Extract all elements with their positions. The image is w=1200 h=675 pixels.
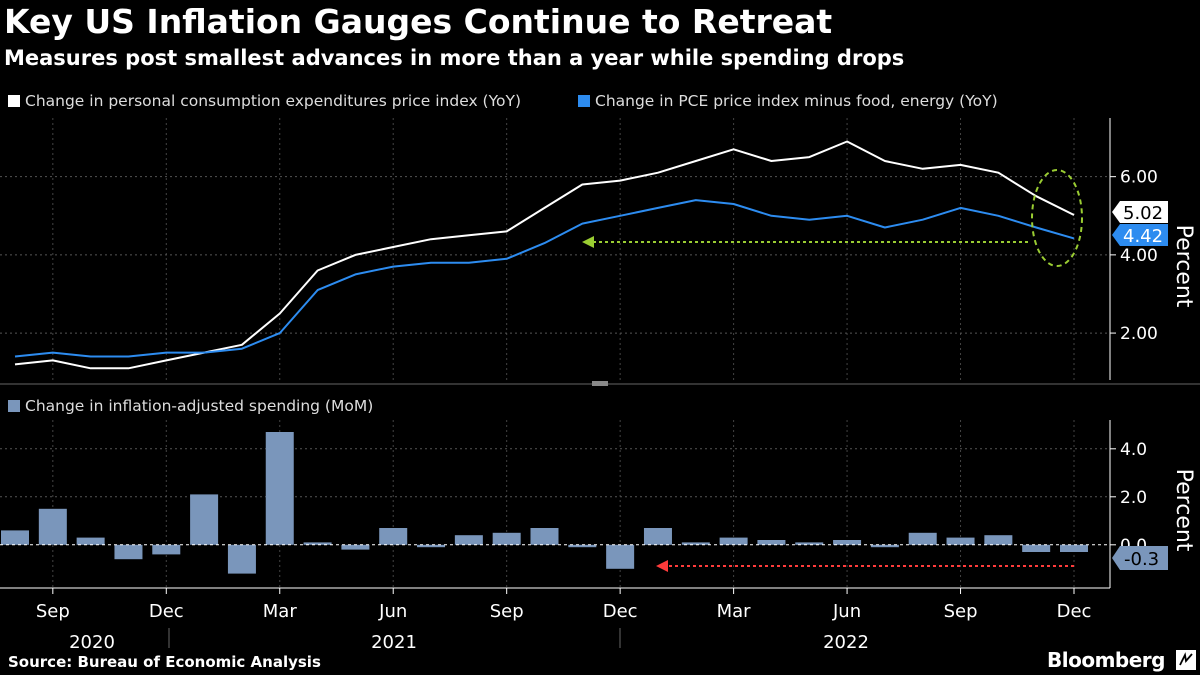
spending-bar [719, 537, 748, 545]
spending-bar [870, 544, 899, 548]
legend-label-spending: Change in inflation-adjusted spending (M… [25, 397, 374, 415]
upper-ytick-label: 4.00 [1120, 246, 1158, 266]
spending-bar [795, 542, 824, 545]
green-arrow-head [582, 236, 594, 248]
spending-bar [114, 544, 143, 560]
upper-ytick-label: 2.00 [1120, 324, 1158, 344]
legend-label-core-pce: Change in PCE price index minus food, en… [595, 92, 998, 110]
spending-bar [454, 535, 483, 545]
x-tick-label: Sep [944, 601, 978, 622]
spending-bar [568, 544, 597, 548]
panel-divider-handle [592, 381, 608, 386]
spending-bar [681, 542, 710, 545]
spending-bar [417, 544, 446, 548]
core-pce-end-label: 4.42 [1123, 226, 1163, 247]
spending-bar [606, 544, 635, 569]
legend-item-spending: Change in inflation-adjusted spending (M… [8, 397, 373, 415]
spending-bar [908, 532, 937, 545]
legend-label-pce: Change in personal consumption expenditu… [25, 92, 522, 110]
spending-bar [341, 544, 370, 550]
spending-end-label: -0.3 [1124, 549, 1159, 570]
upper-y-axis-label: Percent [1171, 225, 1196, 308]
spending-bar [152, 544, 181, 555]
chart-subtitle: Measures post smallest advances in more … [4, 46, 905, 70]
x-year-label: 2022 [823, 632, 869, 653]
bloomberg-logo: Bloomberg [1047, 648, 1165, 672]
bloomberg-mark-icon [1176, 650, 1196, 670]
lower-ytick-label: 2.0 [1120, 488, 1147, 508]
spending-bar [379, 528, 408, 545]
spending-bar [1, 530, 29, 545]
legend-item-pce: Change in personal consumption expenditu… [8, 92, 521, 110]
pce-line [14, 140, 1075, 370]
x-tick-label: Mar [263, 601, 298, 622]
legend-item-core-pce: Change in PCE price index minus food, en… [578, 92, 998, 110]
x-year-label: 2021 [371, 632, 417, 653]
pce-end-label: 5.02 [1123, 203, 1163, 224]
spending-bar [984, 535, 1013, 545]
spending-bar [757, 540, 786, 545]
x-tick-label: Mar [717, 601, 752, 622]
chart-title: Key US Inflation Gauges Continue to Retr… [4, 2, 833, 41]
spending-bar [643, 528, 672, 545]
x-tick-label: Sep [490, 601, 524, 622]
legend-swatch-core-pce [578, 95, 590, 107]
spending-bar [833, 540, 862, 545]
spending-bar [1022, 544, 1051, 552]
x-year-label: 2020 [69, 632, 115, 653]
pce-end-label-box [1112, 201, 1168, 223]
lower-y-axis-label: Percent [1171, 469, 1196, 552]
source-note: Source: Bureau of Economic Analysis [8, 653, 321, 671]
spending-bar [946, 537, 975, 545]
x-tick-label: Sep [36, 601, 70, 622]
spending-bar [492, 532, 521, 545]
lower-ytick-label: 4.0 [1120, 440, 1147, 460]
spending-bar [303, 542, 332, 545]
core-pce-line [14, 199, 1075, 358]
green-highlight-circle [1031, 169, 1083, 267]
legend-swatch-pce [8, 95, 20, 107]
spending-bar [76, 537, 105, 545]
spending-bar [190, 494, 219, 545]
spending-bar [38, 508, 67, 545]
x-tick-label: Jun [832, 601, 861, 622]
spending-bar [227, 544, 256, 574]
red-arrow-head [656, 560, 668, 572]
x-tick-label: Dec [603, 601, 638, 622]
x-tick-label: Dec [1057, 601, 1092, 622]
core-pce-end-label-box [1112, 224, 1168, 246]
x-tick-label: Jun [378, 601, 407, 622]
legend-swatch-spending [8, 400, 20, 412]
upper-ytick-label: 6.00 [1120, 168, 1158, 188]
x-tick-label: Dec [149, 601, 184, 622]
spending-bar [1060, 544, 1088, 552]
spending-bar [530, 528, 559, 545]
spending-bar [265, 432, 294, 545]
spending-end-label-box [1112, 546, 1168, 570]
